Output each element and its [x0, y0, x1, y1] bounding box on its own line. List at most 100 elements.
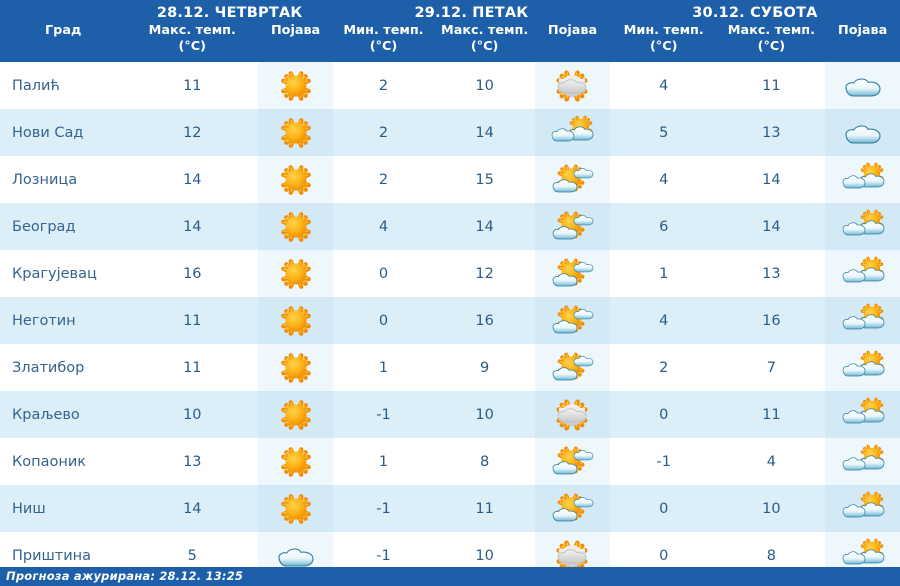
city-name: Краљево — [0, 391, 127, 439]
column-header-sat-max-label: Макс. темп. — [727, 23, 815, 38]
sat-max-temp: 7 — [717, 344, 826, 392]
sun-with-clouds-icon — [535, 344, 610, 391]
thu-max-temp: 16 — [126, 250, 259, 298]
clouds-with-sun-icon — [535, 109, 610, 156]
sat-min-temp: 1 — [609, 250, 718, 298]
city-name: Копаоник — [0, 438, 127, 486]
column-header-sat-max: Макс. темп. (°C) — [717, 23, 826, 63]
thu-weather-icon-cell — [258, 62, 333, 110]
forecast-updated-footer: Прогноза ажурирана: 28.12. 13:25 — [0, 567, 900, 586]
fri-max-temp: 10 — [434, 391, 536, 439]
column-header-fri-max-unit: (°C) — [470, 38, 499, 54]
fri-weather-icon-cell — [535, 109, 610, 157]
sun-with-clouds-icon — [535, 297, 610, 344]
city-name: Крагујевац — [0, 250, 127, 298]
clouds-with-sun-icon — [825, 391, 900, 438]
sun-icon — [258, 250, 333, 297]
fri-max-temp: 14 — [434, 203, 536, 251]
sun-with-clouds-icon — [535, 203, 610, 250]
fri-weather-icon-cell — [535, 344, 610, 392]
column-header-fri-max-label: Макс. темп. — [440, 23, 529, 38]
sun-icon — [258, 391, 333, 438]
column-header-thu-max-label: Макс. темп. — [148, 23, 236, 38]
table-row: Ниш 14 -1 11 — [0, 485, 900, 533]
clouds-with-sun-icon — [825, 485, 900, 532]
sat-max-temp: 13 — [717, 109, 826, 157]
city-name: Ниш — [0, 485, 127, 533]
sat-max-temp: 14 — [717, 203, 826, 251]
sun-behind-gray-cloud-icon — [535, 62, 610, 109]
day-header-saturday: 30.12. СУБОТА — [609, 0, 900, 23]
sun-icon — [258, 485, 333, 532]
sun-behind-gray-cloud-icon — [535, 532, 610, 579]
sun-icon — [258, 344, 333, 391]
day-header-thursday: 28.12. ЧЕТВРТАК — [126, 0, 333, 23]
sun-with-clouds-icon — [535, 438, 610, 485]
sat-min-temp: -1 — [609, 438, 718, 486]
thu-weather-icon-cell — [258, 250, 333, 298]
sat-weather-icon-cell — [825, 391, 900, 439]
thu-max-temp: 14 — [126, 485, 259, 533]
thu-max-temp: 12 — [126, 109, 259, 157]
sat-max-temp: 14 — [717, 156, 826, 204]
fri-weather-icon-cell — [535, 203, 610, 251]
column-header-sat-phenom: Појава — [825, 23, 900, 63]
clouds-with-sun-icon — [825, 438, 900, 485]
sat-max-temp: 4 — [717, 438, 826, 486]
sat-min-temp: 5 — [609, 109, 718, 157]
sat-max-temp: 13 — [717, 250, 826, 298]
clouds-with-sun-icon — [825, 250, 900, 297]
thu-max-temp: 14 — [126, 203, 259, 251]
table-row: Крагујевац 16 0 12 — [0, 250, 900, 298]
clouds-with-sun-icon — [825, 532, 900, 579]
fri-weather-icon-cell — [535, 62, 610, 110]
column-header-fri-min-label: Мин. темп. — [343, 23, 424, 38]
table-row: Палић 11 2 10 — [0, 62, 900, 110]
fri-min-temp: -1 — [332, 485, 435, 533]
city-name: Златибор — [0, 344, 127, 392]
fri-min-temp: 1 — [332, 344, 435, 392]
sat-max-temp: 16 — [717, 297, 826, 345]
sun-icon — [258, 156, 333, 203]
thu-weather-icon-cell — [258, 485, 333, 533]
cloud-icon — [258, 532, 333, 579]
cloud-icon — [825, 62, 900, 109]
city-name: Нови Сад — [0, 109, 127, 157]
clouds-with-sun-icon — [825, 156, 900, 203]
sat-weather-icon-cell — [825, 62, 900, 110]
fri-min-temp: 2 — [332, 156, 435, 204]
column-header-sat-max-unit: (°C) — [757, 38, 786, 54]
table-row: Београд 14 4 14 — [0, 203, 900, 251]
column-header-city: Град — [0, 23, 127, 63]
column-header-fri-min: Мин. темп. (°C) — [332, 23, 435, 63]
sat-min-temp: 4 — [609, 156, 718, 204]
fri-max-temp: 11 — [434, 485, 536, 533]
sat-min-temp: 2 — [609, 344, 718, 392]
city-name: Београд — [0, 203, 127, 251]
thu-max-temp: 13 — [126, 438, 259, 486]
fri-weather-icon-cell — [535, 297, 610, 345]
column-header-fri-max: Макс. темп. (°C) — [434, 23, 536, 63]
column-header-sat-min: Мин. темп. (°C) — [609, 23, 718, 63]
sun-with-clouds-icon — [535, 485, 610, 532]
sat-weather-icon-cell — [825, 203, 900, 251]
sun-icon — [258, 438, 333, 485]
fri-max-temp: 9 — [434, 344, 536, 392]
sat-min-temp: 4 — [609, 62, 718, 110]
fri-max-temp: 12 — [434, 250, 536, 298]
fri-min-temp: 4 — [332, 203, 435, 251]
fri-weather-icon-cell — [535, 485, 610, 533]
thu-max-temp: 11 — [126, 62, 259, 110]
thu-weather-icon-cell — [258, 438, 333, 486]
column-header-sat-min-label: Мин. темп. — [623, 23, 704, 38]
city-name: Палић — [0, 62, 127, 110]
clouds-with-sun-icon — [825, 344, 900, 391]
sat-weather-icon-cell — [825, 485, 900, 533]
sat-min-temp: 0 — [609, 391, 718, 439]
sat-max-temp: 11 — [717, 391, 826, 439]
column-header-row: Град Макс. темп. (°C) Појава Мин. темп. … — [0, 23, 900, 63]
fri-weather-icon-cell — [535, 156, 610, 204]
sat-min-temp: 6 — [609, 203, 718, 251]
